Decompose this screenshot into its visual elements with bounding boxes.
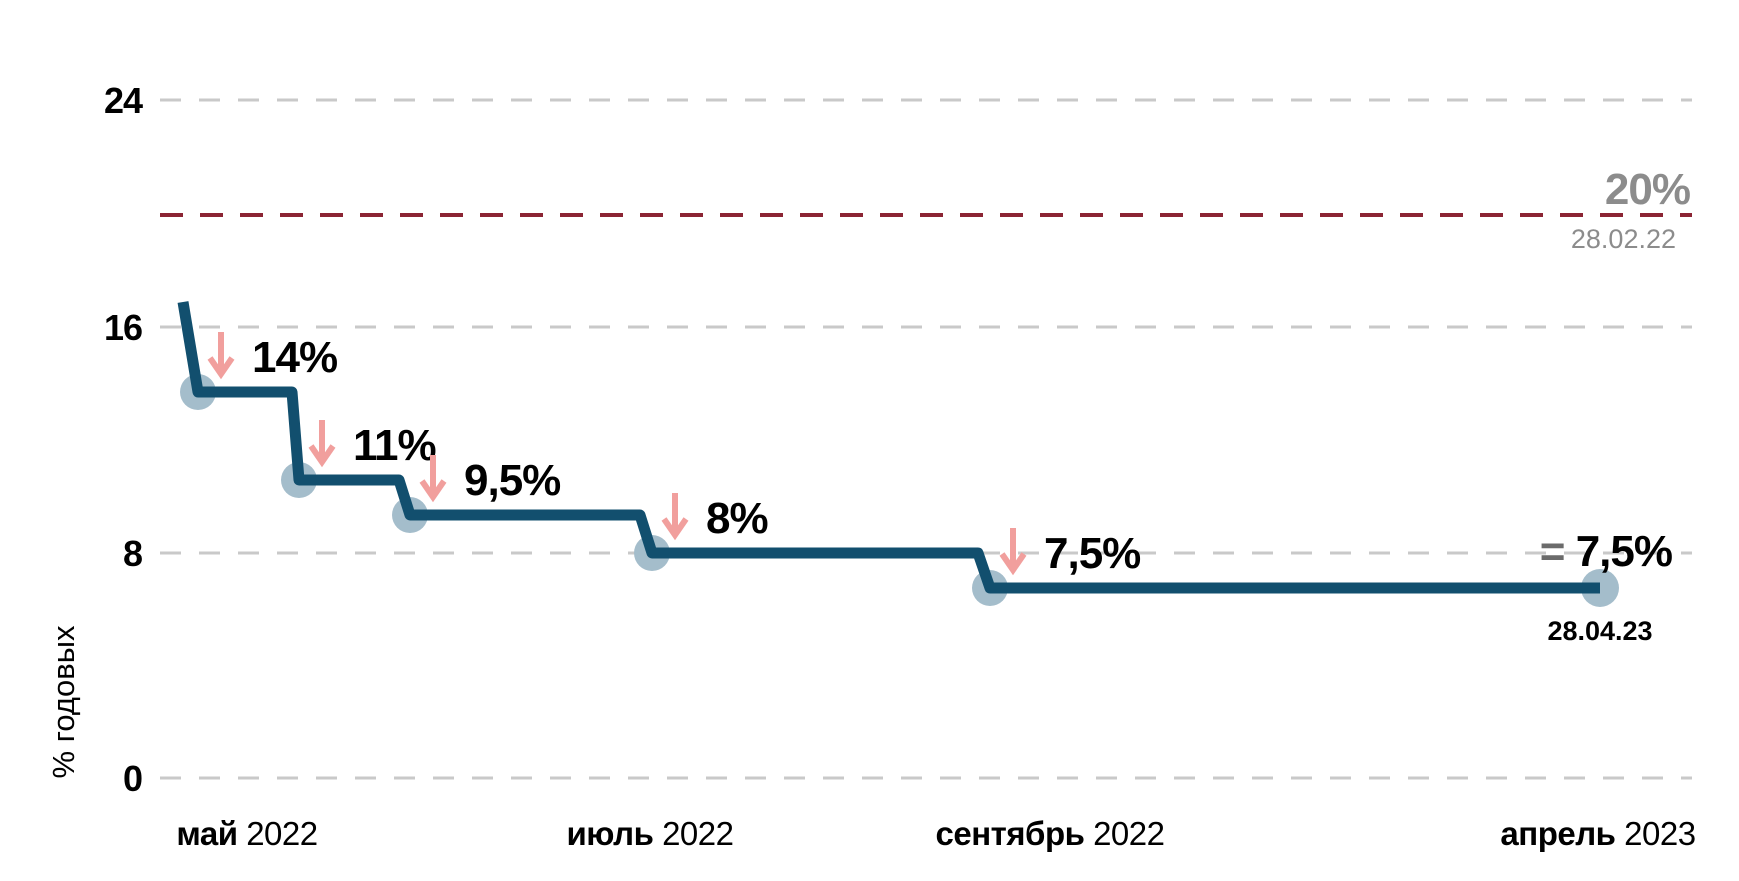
rate-markers (180, 374, 1619, 607)
step-rate-label: 14% (252, 333, 337, 382)
x-axis-label-april-2023: апрель 2023 (1500, 815, 1695, 852)
step-annotation: 9,5% (419, 455, 561, 505)
step-annotation: 11% (308, 420, 437, 470)
final-rate-date: 28.04.23 (1547, 616, 1652, 646)
peak-rate-label: 20% (1605, 165, 1690, 214)
rate-decrease-arrowhead-icon (207, 356, 235, 380)
y-axis-title: % годовых (46, 625, 81, 778)
x-axis-label-july-2022: июль 2022 (567, 815, 734, 852)
x-axis-label-may-2022: май 2022 (176, 815, 317, 852)
rate-decrease-arrowhead-icon (661, 517, 689, 541)
step-rate-label: 7,5% (1044, 529, 1140, 578)
rate-line-path (177, 301, 1600, 594)
peak-rate-date: 28.02.22 (1571, 224, 1676, 254)
step-annotation: 8% (661, 493, 769, 543)
rate-decrease-arrowhead-icon (419, 479, 447, 503)
step-annotation: 14% (207, 332, 338, 382)
step-rate-label: 8% (706, 494, 768, 543)
x-axis-label-september-2022: сентябрь 2022 (936, 815, 1165, 852)
step-rate-label: 11% (353, 421, 436, 470)
rate-decrease-arrowhead-icon (999, 552, 1027, 576)
y-axis-tick-0: 0 (123, 758, 142, 799)
rate-step-line (177, 301, 1600, 594)
rate-decrease-arrowhead-icon (308, 444, 336, 468)
y-axis-tick-8: 8 (123, 533, 142, 574)
step-rate-label: 9,5% (464, 456, 560, 505)
y-axis-tick-16: 16 (104, 307, 142, 348)
y-axis-tick-24: 24 (104, 80, 143, 121)
final-rate-label: = 7,5% (1540, 527, 1672, 576)
step-annotations: 14% 11% 9,5% 8% 7,5% (207, 332, 1141, 578)
step-annotation: 7,5% (999, 528, 1141, 578)
